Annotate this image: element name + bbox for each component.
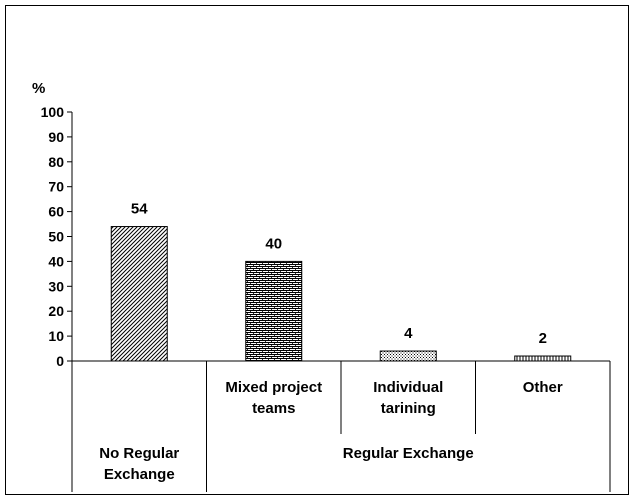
y-axis: 0 10 20 30 40 50 60 70 80 90 100 [41,104,73,369]
x-axis: Mixed project teams Individual tarining Othe… [71,360,611,492]
bar [110,226,168,362]
data-label: 2 [539,330,547,347]
data-labels: 54 40 4 2 [131,201,547,347]
data-label: 4 [404,325,413,342]
y-tick-label: 20 [48,303,64,319]
bars [110,226,572,362]
data-label: 54 [131,201,148,218]
group-label: Regular Exchange [343,445,474,462]
y-tick-label: 70 [48,179,64,195]
category-label: Other [523,379,563,396]
y-tick-label: 10 [48,328,64,344]
y-tick-label: 50 [48,229,64,245]
category-label: Mixed project teams [225,379,322,417]
data-label: 40 [265,235,282,252]
y-unit-label: % [32,80,45,97]
y-tick-label: 40 [48,253,64,269]
y-tick-label: 80 [48,154,64,170]
y-tick-label: 0 [56,353,64,369]
group-label: No Regular Exchange [99,445,179,483]
bar [514,355,572,362]
bar [379,350,437,362]
bar [245,260,303,362]
y-tick-label: 100 [41,104,65,120]
category-label: Individual tarining [373,379,443,417]
chart-frame [5,5,629,495]
y-tick-label: 60 [48,204,64,220]
y-tick-label: 90 [48,129,64,145]
y-tick-label: 30 [48,278,64,294]
